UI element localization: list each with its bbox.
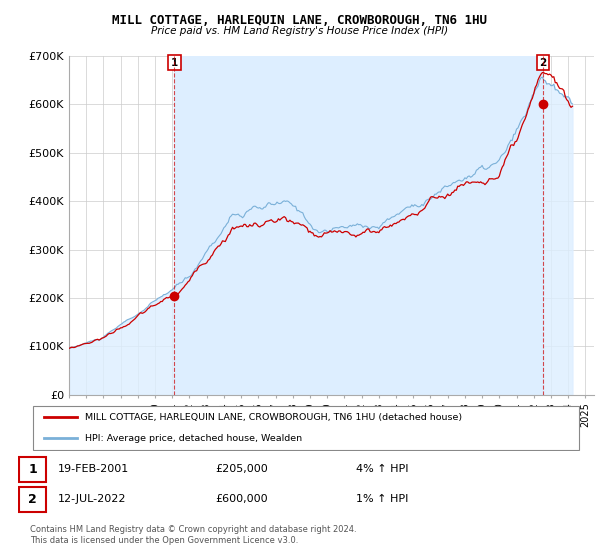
Text: HPI: Average price, detached house, Wealden: HPI: Average price, detached house, Weal… [85,434,302,443]
Text: Contains HM Land Registry data © Crown copyright and database right 2024.
This d: Contains HM Land Registry data © Crown c… [30,525,356,545]
Text: 1% ↑ HPI: 1% ↑ HPI [356,494,409,505]
Text: 19-FEB-2001: 19-FEB-2001 [58,464,129,474]
Text: 2: 2 [28,493,37,506]
Text: £205,000: £205,000 [215,464,268,474]
Text: 4% ↑ HPI: 4% ↑ HPI [356,464,409,474]
Bar [175,56,543,395]
FancyBboxPatch shape [33,406,579,450]
Text: 2: 2 [539,58,547,68]
Text: 12-JUL-2022: 12-JUL-2022 [58,494,126,505]
Text: MILL COTTAGE, HARLEQUIN LANE, CROWBOROUGH, TN6 1HU: MILL COTTAGE, HARLEQUIN LANE, CROWBOROUG… [113,14,487,27]
Text: MILL COTTAGE, HARLEQUIN LANE, CROWBOROUGH, TN6 1HU (detached house): MILL COTTAGE, HARLEQUIN LANE, CROWBOROUG… [85,413,463,422]
FancyBboxPatch shape [19,458,46,482]
Text: 1: 1 [28,463,37,476]
Text: Price paid vs. HM Land Registry's House Price Index (HPI): Price paid vs. HM Land Registry's House … [151,26,449,36]
Text: 1: 1 [171,58,178,68]
Text: £600,000: £600,000 [215,494,268,505]
FancyBboxPatch shape [19,487,46,512]
